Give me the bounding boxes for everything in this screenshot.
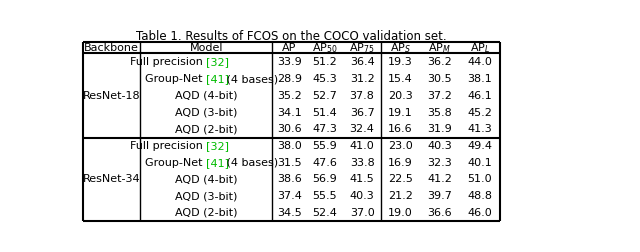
Text: 37.8: 37.8 — [349, 91, 374, 101]
Text: AP$_S$: AP$_S$ — [390, 41, 411, 55]
Text: 35.2: 35.2 — [277, 91, 301, 101]
Text: 41.5: 41.5 — [349, 174, 374, 184]
Text: Model: Model — [189, 43, 223, 53]
Text: 39.7: 39.7 — [427, 191, 452, 201]
Text: 51.4: 51.4 — [312, 108, 337, 118]
Text: 23.0: 23.0 — [388, 141, 412, 151]
Text: 16.6: 16.6 — [388, 124, 412, 134]
Text: AP: AP — [282, 43, 296, 53]
Text: 55.9: 55.9 — [312, 141, 337, 151]
Text: 41.3: 41.3 — [468, 124, 492, 134]
Text: 35.8: 35.8 — [428, 108, 452, 118]
Text: [41]: [41] — [206, 74, 229, 84]
Text: 34.5: 34.5 — [277, 208, 301, 218]
Text: 38.0: 38.0 — [277, 141, 301, 151]
Text: 52.7: 52.7 — [312, 91, 337, 101]
Text: AQD (3-bit): AQD (3-bit) — [175, 108, 237, 118]
Text: 30.6: 30.6 — [277, 124, 301, 134]
Text: (4 bases): (4 bases) — [223, 158, 278, 168]
Text: (4 bases): (4 bases) — [223, 74, 278, 84]
Text: 36.2: 36.2 — [428, 57, 452, 68]
Text: 45.2: 45.2 — [467, 108, 492, 118]
Text: 46.1: 46.1 — [468, 91, 492, 101]
Text: Full precision: Full precision — [130, 141, 206, 151]
Text: 31.9: 31.9 — [428, 124, 452, 134]
Text: 20.3: 20.3 — [388, 91, 412, 101]
Text: 38.1: 38.1 — [468, 74, 492, 84]
Text: 31.5: 31.5 — [277, 158, 301, 168]
Text: AQD (4-bit): AQD (4-bit) — [175, 91, 237, 101]
Text: Backbone: Backbone — [84, 43, 140, 53]
Text: 19.1: 19.1 — [388, 108, 412, 118]
Text: 37.0: 37.0 — [349, 208, 374, 218]
Text: 36.7: 36.7 — [349, 108, 374, 118]
Text: 52.4: 52.4 — [312, 208, 337, 218]
Text: ResNet-34: ResNet-34 — [83, 174, 141, 184]
Text: 37.4: 37.4 — [277, 191, 301, 201]
Text: Group-Net: Group-Net — [145, 158, 206, 168]
Text: AP$_{50}$: AP$_{50}$ — [312, 41, 338, 55]
Text: 51.0: 51.0 — [468, 174, 492, 184]
Text: 49.4: 49.4 — [467, 141, 492, 151]
Text: 15.4: 15.4 — [388, 74, 412, 84]
Text: 38.6: 38.6 — [277, 174, 301, 184]
Text: Table 1. Results of FCOS on the COCO validation set.: Table 1. Results of FCOS on the COCO val… — [136, 30, 447, 43]
Text: 31.2: 31.2 — [349, 74, 374, 84]
Text: 40.3: 40.3 — [428, 141, 452, 151]
Text: 30.5: 30.5 — [428, 74, 452, 84]
Text: 36.6: 36.6 — [428, 208, 452, 218]
Text: 19.0: 19.0 — [388, 208, 412, 218]
Text: 16.9: 16.9 — [388, 158, 412, 168]
Text: 40.1: 40.1 — [468, 158, 492, 168]
Text: ResNet-18: ResNet-18 — [83, 91, 141, 101]
Text: AP$_L$: AP$_L$ — [470, 41, 490, 55]
Text: AP$_M$: AP$_M$ — [428, 41, 451, 55]
Text: 32.3: 32.3 — [428, 158, 452, 168]
Text: Full precision: Full precision — [130, 57, 206, 68]
Text: AQD (3-bit): AQD (3-bit) — [175, 191, 237, 201]
Text: 33.9: 33.9 — [277, 57, 301, 68]
Text: 44.0: 44.0 — [467, 57, 492, 68]
Text: 41.2: 41.2 — [427, 174, 452, 184]
Text: 56.9: 56.9 — [312, 174, 337, 184]
Text: [32]: [32] — [206, 141, 229, 151]
Text: AQD (2-bit): AQD (2-bit) — [175, 124, 237, 134]
Text: 41.0: 41.0 — [349, 141, 374, 151]
Text: 48.8: 48.8 — [467, 191, 492, 201]
Text: [32]: [32] — [206, 57, 229, 68]
Text: AQD (4-bit): AQD (4-bit) — [175, 174, 237, 184]
Text: 37.2: 37.2 — [427, 91, 452, 101]
Text: 21.2: 21.2 — [388, 191, 413, 201]
Text: 40.3: 40.3 — [349, 191, 374, 201]
Text: 47.3: 47.3 — [312, 124, 337, 134]
Text: 33.8: 33.8 — [349, 158, 374, 168]
Text: AP$_{75}$: AP$_{75}$ — [349, 41, 375, 55]
Text: 51.2: 51.2 — [312, 57, 337, 68]
Text: 34.1: 34.1 — [277, 108, 301, 118]
Text: [41]: [41] — [206, 158, 229, 168]
Text: 32.4: 32.4 — [349, 124, 374, 134]
Text: 46.0: 46.0 — [468, 208, 492, 218]
Text: 19.3: 19.3 — [388, 57, 412, 68]
Text: Group-Net: Group-Net — [145, 74, 206, 84]
Text: 55.5: 55.5 — [312, 191, 337, 201]
Text: 22.5: 22.5 — [388, 174, 413, 184]
Text: 28.9: 28.9 — [276, 74, 301, 84]
Text: 45.3: 45.3 — [312, 74, 337, 84]
Text: AQD (2-bit): AQD (2-bit) — [175, 208, 237, 218]
Text: 47.6: 47.6 — [312, 158, 337, 168]
Text: 36.4: 36.4 — [349, 57, 374, 68]
